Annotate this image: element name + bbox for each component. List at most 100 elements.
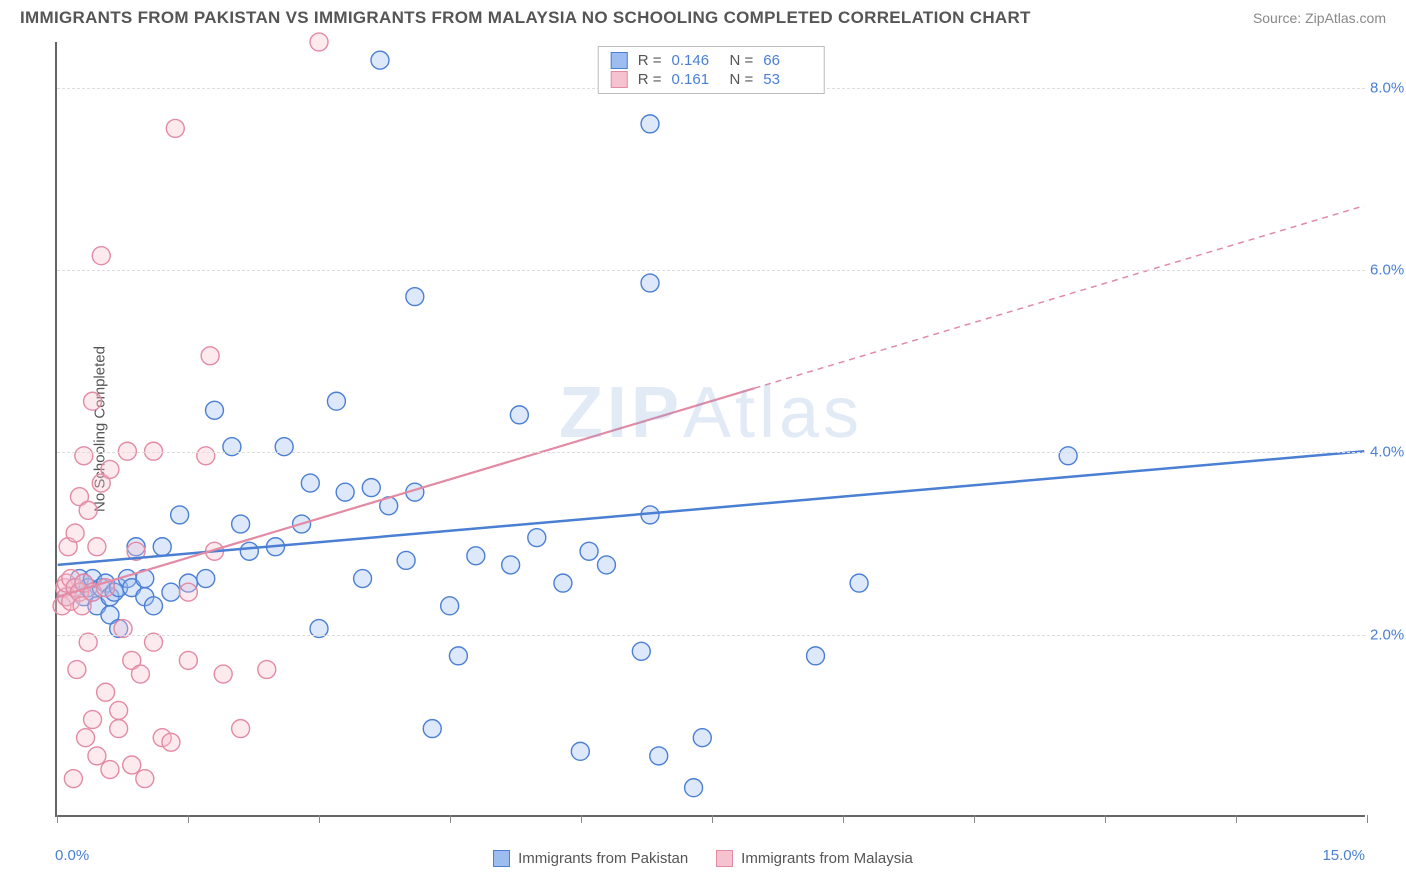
scatter-point-malaysia [110, 701, 128, 719]
scatter-point-malaysia [75, 447, 93, 465]
swatch-malaysia-icon [716, 850, 733, 867]
scatter-point-pakistan [206, 401, 224, 419]
x-tick [188, 815, 189, 823]
scatter-point-pakistan [240, 542, 258, 560]
chart-title: IMMIGRANTS FROM PAKISTAN VS IMMIGRANTS F… [20, 8, 1031, 28]
trendline-pakistan [58, 451, 1365, 565]
scatter-point-malaysia [145, 442, 163, 460]
source-attribution: Source: ZipAtlas.com [1253, 10, 1386, 26]
scatter-point-pakistan [162, 583, 180, 601]
scatter-point-pakistan [850, 574, 868, 592]
scatter-point-pakistan [641, 274, 659, 292]
legend-label-malaysia: Immigrants from Malaysia [741, 850, 913, 867]
scatter-point-pakistan [397, 551, 415, 569]
swatch-pakistan-icon [493, 850, 510, 867]
scatter-point-pakistan [327, 392, 345, 410]
correlation-stats-legend: R = 0.146 N = 66 R = 0.161 N = 53 [598, 46, 825, 94]
scatter-point-malaysia [310, 33, 328, 51]
y-tick-label: 4.0% [1370, 444, 1406, 461]
gridline [57, 635, 1365, 636]
x-tick [843, 815, 844, 823]
x-tick [319, 815, 320, 823]
legend-item-malaysia: Immigrants from Malaysia [716, 850, 913, 867]
scatter-point-pakistan [423, 720, 441, 738]
x-tick [450, 815, 451, 823]
x-tick [1236, 815, 1237, 823]
scatter-point-pakistan [406, 288, 424, 306]
scatter-point-malaysia [214, 665, 232, 683]
scatter-point-malaysia [179, 583, 197, 601]
scatter-point-pakistan [632, 642, 650, 660]
scatter-point-pakistan [441, 597, 459, 615]
scatter-point-malaysia [197, 447, 215, 465]
trendline-malaysia-extrapolated [755, 206, 1365, 388]
scatter-point-pakistan [362, 479, 380, 497]
r-label: R = [638, 52, 662, 69]
n-label: N = [730, 71, 754, 88]
scatter-point-malaysia [97, 683, 115, 701]
scatter-point-pakistan [336, 483, 354, 501]
scatter-point-pakistan [153, 538, 171, 556]
x-tick [1367, 815, 1368, 823]
y-tick-label: 8.0% [1370, 79, 1406, 96]
scatter-point-malaysia [232, 720, 250, 738]
scatter-point-pakistan [807, 647, 825, 665]
r-value-malaysia: 0.161 [672, 71, 720, 88]
x-tick [581, 815, 582, 823]
scatter-point-pakistan [171, 506, 189, 524]
scatter-point-malaysia [88, 747, 106, 765]
legend-label-pakistan: Immigrants from Pakistan [518, 850, 688, 867]
scatter-point-pakistan [554, 574, 572, 592]
scatter-point-malaysia [101, 460, 119, 478]
scatter-point-malaysia [136, 770, 154, 788]
stats-row-pakistan: R = 0.146 N = 66 [611, 51, 812, 70]
chart-header: IMMIGRANTS FROM PAKISTAN VS IMMIGRANTS F… [0, 0, 1406, 32]
swatch-pakistan-icon [611, 52, 628, 69]
scatter-point-malaysia [123, 756, 141, 774]
scatter-point-pakistan [371, 51, 389, 69]
scatter-point-pakistan [301, 474, 319, 492]
scatter-point-pakistan [354, 570, 372, 588]
scatter-point-malaysia [84, 711, 102, 729]
scatter-point-malaysia [68, 661, 86, 679]
swatch-malaysia-icon [611, 71, 628, 88]
scatter-point-malaysia [179, 651, 197, 669]
n-label: N = [730, 52, 754, 69]
scatter-point-pakistan [502, 556, 520, 574]
y-tick-label: 6.0% [1370, 261, 1406, 278]
scatter-point-pakistan [1059, 447, 1077, 465]
scatter-point-pakistan [467, 547, 485, 565]
scatter-point-pakistan [145, 597, 163, 615]
x-tick [974, 815, 975, 823]
scatter-point-malaysia [166, 119, 184, 137]
scatter-point-pakistan [571, 742, 589, 760]
scatter-point-pakistan [449, 647, 467, 665]
scatter-point-pakistan [685, 779, 703, 797]
scatter-point-malaysia [79, 633, 97, 651]
stats-row-malaysia: R = 0.161 N = 53 [611, 70, 812, 89]
legend-item-pakistan: Immigrants from Pakistan [493, 850, 688, 867]
scatter-point-malaysia [79, 501, 97, 519]
scatter-point-pakistan [528, 529, 546, 547]
scatter-point-pakistan [641, 115, 659, 133]
n-value-pakistan: 66 [763, 52, 811, 69]
series-legend: Immigrants from Pakistan Immigrants from… [0, 850, 1406, 867]
r-value-pakistan: 0.146 [672, 52, 720, 69]
scatter-point-pakistan [580, 542, 598, 560]
scatter-point-malaysia [110, 720, 128, 738]
scatter-point-malaysia [66, 524, 84, 542]
gridline [57, 270, 1365, 271]
r-label: R = [638, 71, 662, 88]
scatter-point-pakistan [650, 747, 668, 765]
scatter-svg [57, 42, 1365, 815]
scatter-point-pakistan [693, 729, 711, 747]
scatter-point-pakistan [197, 570, 215, 588]
n-value-malaysia: 53 [763, 71, 811, 88]
y-tick-label: 2.0% [1370, 626, 1406, 643]
gridline [57, 452, 1365, 453]
scatter-point-malaysia [92, 247, 110, 265]
x-tick [712, 815, 713, 823]
scatter-point-malaysia [131, 665, 149, 683]
scatter-point-malaysia [84, 392, 102, 410]
chart-plot-area: No Schooling Completed R = 0.146 N = 66 … [55, 42, 1365, 817]
